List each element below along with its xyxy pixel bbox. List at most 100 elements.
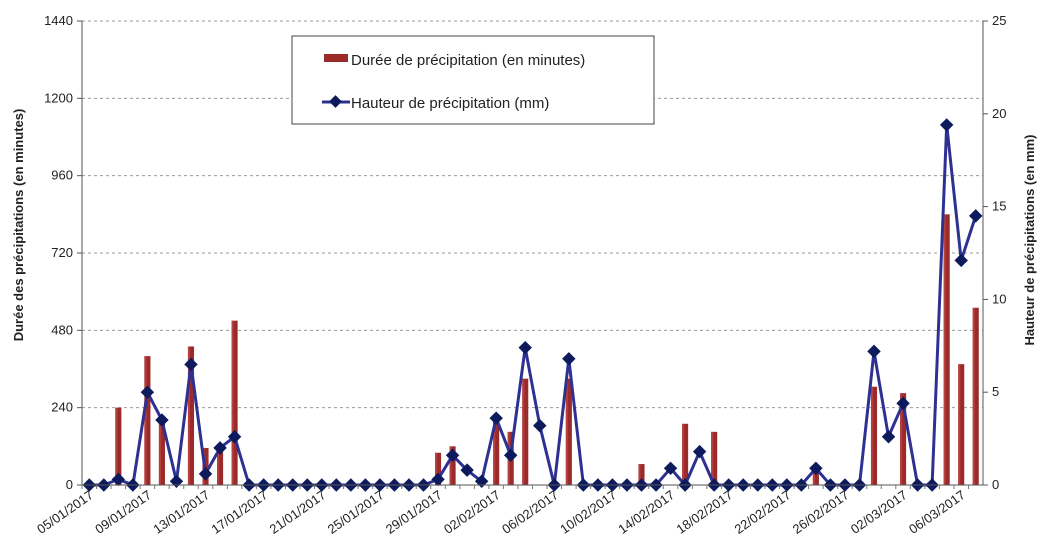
x-tick-label: 17/01/2017 — [208, 487, 270, 537]
bar-highlight — [711, 431, 714, 485]
line-point — [445, 448, 460, 463]
legend-line-label: Hauteur de précipitation (mm) — [351, 95, 549, 112]
bar — [144, 356, 151, 485]
x-tick-label: 21/01/2017 — [267, 487, 329, 537]
line-point — [969, 209, 983, 223]
bar-highlight — [638, 464, 641, 485]
line-point — [692, 444, 707, 459]
bar-highlight — [187, 346, 191, 485]
bar — [943, 214, 950, 486]
bar-highlight — [870, 386, 874, 485]
line-point — [939, 118, 954, 132]
legend-box — [291, 35, 655, 125]
bar-series — [115, 214, 979, 486]
x-tick-label: 02/02/2017 — [441, 487, 503, 537]
left-tick-label: 960 — [51, 168, 73, 183]
bar — [900, 393, 907, 485]
bar — [493, 417, 500, 485]
x-tick-label: 10/02/2017 — [557, 487, 619, 537]
bar-highlight — [900, 393, 903, 485]
bar-highlight — [449, 446, 452, 485]
line-point — [431, 472, 445, 487]
x-tick-label: 18/02/2017 — [673, 487, 735, 537]
bar-highlight — [144, 356, 147, 485]
bar-highlight — [434, 452, 438, 485]
right-tick-label: 15 — [992, 199, 1006, 214]
bar-highlight — [565, 378, 568, 485]
bar — [638, 464, 645, 485]
line-point — [562, 352, 576, 366]
bar-highlight — [493, 417, 496, 485]
bar — [449, 446, 456, 485]
bar — [958, 364, 965, 485]
left-tick-label: 240 — [51, 400, 73, 415]
bar — [231, 320, 238, 485]
x-tick-label: 22/02/2017 — [732, 487, 794, 537]
right-axis-ticks: 0 5 10 15 20 25 — [983, 13, 1006, 492]
line-point — [663, 461, 678, 476]
x-tick-label: 05/01/2017 — [34, 487, 96, 537]
bar — [870, 386, 878, 485]
line-point — [227, 430, 242, 444]
line-point — [518, 340, 532, 355]
bar-highlight — [972, 307, 975, 485]
bar — [972, 307, 979, 485]
bar — [682, 423, 689, 485]
legend-bar-label: Durée de précipitation (en minutes) — [351, 52, 585, 69]
line-point — [489, 411, 503, 425]
left-tick-label: 1200 — [44, 90, 73, 105]
bar-highlight — [217, 449, 220, 485]
bar — [434, 452, 442, 485]
bar — [187, 346, 195, 485]
line-point — [533, 418, 547, 433]
line-point — [867, 344, 881, 359]
right-tick-label: 25 — [992, 13, 1006, 28]
x-tick-label: 13/01/2017 — [150, 487, 212, 537]
bar — [522, 378, 529, 485]
legend: Durée de précipitation (en minutes) Haut… — [291, 35, 655, 125]
line-point — [503, 448, 518, 463]
bar-highlight — [522, 378, 525, 485]
line-point — [809, 461, 823, 476]
left-tick-label: 480 — [51, 322, 73, 337]
right-axis-title: Hauteur de précipitations (en mm) — [1022, 135, 1037, 346]
line-point — [169, 474, 184, 489]
line-point — [896, 396, 910, 411]
bar — [158, 417, 165, 485]
line-point — [111, 472, 126, 487]
right-tick-label: 5 — [992, 384, 999, 399]
x-tick-label: 26/02/2017 — [790, 487, 852, 537]
line-point — [954, 253, 968, 268]
series-line — [89, 123, 978, 487]
legend-marker-swatch — [329, 95, 342, 108]
right-tick-label: 10 — [992, 291, 1006, 306]
line-point — [881, 430, 896, 444]
x-tick-label: 09/01/2017 — [92, 487, 154, 537]
x-tick-label: 02/03/2017 — [848, 487, 910, 537]
x-tick-label: 29/01/2017 — [383, 487, 445, 537]
bar — [115, 407, 122, 485]
line-series — [82, 118, 983, 492]
bar-highlight — [682, 423, 685, 485]
left-axis-ticks: 0 240 480 720 960 1200 1440 — [44, 13, 82, 492]
line-point — [155, 413, 169, 427]
right-tick-label: 0 — [992, 477, 999, 492]
x-tick-label: 25/01/2017 — [325, 487, 387, 537]
bar-highlight — [231, 320, 234, 485]
x-tick-label: 06/02/2017 — [499, 487, 561, 537]
bar-highlight — [958, 364, 961, 485]
x-tick-label: 14/02/2017 — [615, 487, 677, 537]
line-point — [198, 467, 213, 481]
right-tick-label: 20 — [992, 106, 1006, 121]
bar-highlight — [158, 417, 162, 485]
bar — [217, 449, 224, 485]
line-point — [140, 385, 155, 399]
bar-highlight — [943, 214, 946, 486]
bar — [565, 378, 572, 485]
line-point — [184, 357, 198, 372]
left-axis-title: Durée des précipitations (en minutes) — [11, 109, 26, 342]
x-axis-ticks: 05/01/201709/01/201713/01/201717/01/2017… — [34, 485, 969, 537]
left-tick-label: 0 — [66, 477, 73, 492]
x-tick-label: 06/03/2017 — [906, 487, 968, 537]
bar-highlight — [115, 407, 118, 485]
